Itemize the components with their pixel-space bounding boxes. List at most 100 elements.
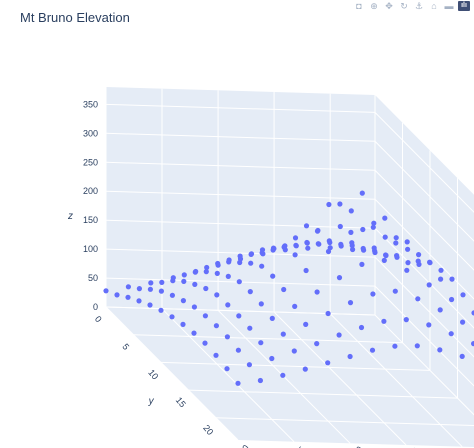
data-point[interactable] [336,332,342,338]
data-point[interactable] [382,215,388,221]
data-point[interactable] [148,280,154,286]
data-point[interactable] [247,325,253,331]
data-point[interactable] [170,278,176,284]
data-point[interactable] [426,322,432,328]
data-point[interactable] [215,260,221,267]
data-point[interactable] [303,223,310,229]
data-point[interactable] [337,223,343,230]
data-point[interactable] [393,240,399,246]
data-point[interactable] [204,264,210,271]
data-point[interactable] [325,360,331,366]
data-point[interactable] [370,291,376,297]
data-point[interactable] [383,252,389,258]
data-point[interactable] [236,313,242,319]
data-point[interactable] [159,279,165,285]
data-point[interactable] [415,296,421,302]
data-point[interactable] [237,259,243,266]
data-point[interactable] [180,298,186,304]
data-point[interactable] [292,235,299,241]
data-point[interactable] [169,314,175,320]
data-point[interactable] [246,362,252,368]
data-point[interactable] [303,267,309,274]
data-point[interactable] [449,276,455,282]
data-point[interactable] [248,260,254,266]
data-point[interactable] [394,253,400,259]
data-point[interactable] [415,258,421,264]
data-point[interactable] [224,334,230,340]
data-point[interactable] [225,273,231,279]
data-point[interactable] [136,286,142,292]
data-point[interactable] [203,285,209,292]
data-point[interactable] [269,355,275,362]
data-point[interactable] [214,292,220,298]
data-point[interactable] [304,239,310,246]
data-point[interactable] [213,352,219,358]
data-point[interactable] [350,246,356,253]
data-point[interactable] [449,296,455,303]
data-point[interactable] [437,307,443,313]
zoom-icon[interactable]: ⊕ [370,1,378,11]
data-point[interactable] [291,348,297,354]
data-point[interactable] [235,380,241,386]
turntable-rotate-icon[interactable]: ⚓ [414,1,424,11]
data-point[interactable] [125,284,131,290]
data-point[interactable] [303,321,309,327]
data-point[interactable] [226,259,232,265]
data-point[interactable] [360,226,366,233]
data-point[interactable] [381,257,387,263]
data-point[interactable] [281,244,287,250]
data-point[interactable] [471,310,474,316]
data-point[interactable] [371,245,377,251]
data-point[interactable] [269,315,275,321]
data-point[interactable] [347,300,354,306]
data-point[interactable] [371,220,377,226]
data-point[interactable] [203,269,209,275]
data-point[interactable] [349,240,355,246]
plotly-logo-icon[interactable]: ılı [458,1,470,11]
data-point[interactable] [337,201,343,207]
data-point[interactable] [360,245,366,252]
data-point[interactable] [225,302,231,308]
data-point[interactable] [427,259,433,265]
data-point[interactable] [393,235,399,241]
data-point[interactable] [459,353,465,359]
data-point[interactable] [404,267,410,273]
data-point[interactable] [314,289,320,295]
data-point[interactable] [125,294,131,300]
camera-icon[interactable]: ◘ [356,1,362,11]
data-point[interactable] [382,234,388,240]
data-point[interactable] [392,343,398,349]
data-point[interactable] [180,321,186,327]
data-point[interactable] [280,331,286,337]
data-point[interactable] [136,298,142,304]
data-point[interactable] [292,252,298,258]
data-point[interactable] [236,279,242,285]
orbit-rotate-icon[interactable]: ↻ [400,1,408,11]
data-point[interactable] [192,269,198,275]
data-point[interactable] [213,323,219,329]
data-point[interactable] [191,304,197,310]
data-point[interactable] [270,273,276,279]
data-point[interactable] [258,301,264,307]
data-point[interactable] [416,252,422,258]
data-point[interactable] [270,247,276,253]
data-point[interactable] [257,377,263,384]
data-point[interactable] [247,289,253,295]
data-point[interactable] [369,347,376,353]
data-point[interactable] [359,190,365,196]
data-point[interactable] [326,238,332,244]
data-point[interactable] [347,353,353,360]
data-point[interactable] [471,341,474,347]
reset-camera-icon[interactable]: ⌂ [431,1,437,11]
data-point[interactable] [305,245,311,251]
data-point[interactable] [326,201,332,208]
data-point[interactable] [147,286,153,292]
data-point[interactable] [158,307,164,313]
data-point[interactable] [404,239,410,245]
data-point[interactable] [348,229,354,235]
data-point[interactable] [192,281,198,287]
data-point[interactable] [214,270,220,276]
data-point[interactable] [169,292,175,298]
data-point[interactable] [103,288,109,294]
